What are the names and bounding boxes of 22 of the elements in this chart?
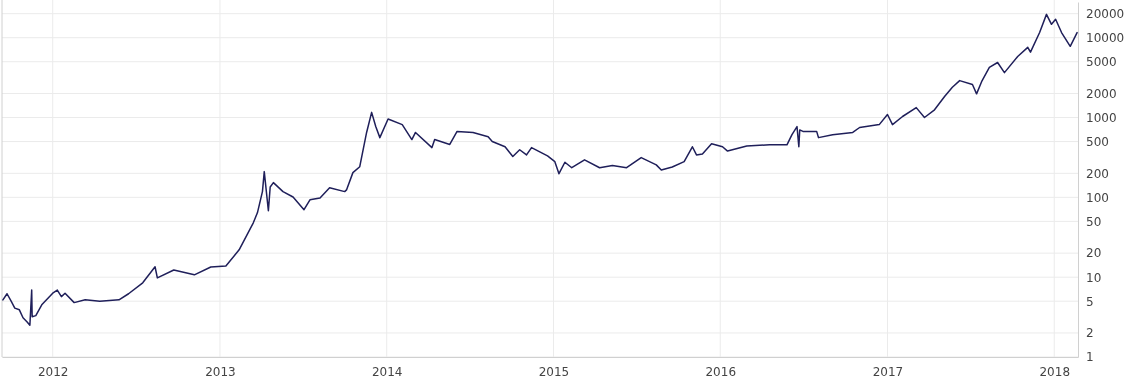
x-tick-label: 2012: [37, 364, 69, 379]
line-series: [2, 13, 1078, 326]
y-tick-label: 5000: [1086, 55, 1117, 70]
y-tick-label: 500: [1086, 134, 1109, 149]
x-tick-label: 2013: [205, 364, 236, 379]
y-tick-label: 1: [1086, 350, 1094, 365]
y-tick-label: 200: [1086, 166, 1109, 181]
y-tick-label: 50: [1086, 214, 1102, 229]
x-tick-label: 2014: [371, 364, 403, 379]
y-tick-label: 10000: [1086, 31, 1125, 46]
y-tick-label: 100: [1086, 190, 1109, 205]
y-tick-label: 10: [1086, 270, 1102, 285]
y-tick-label: 20000: [1086, 7, 1125, 21]
y-tick-label: 20: [1086, 246, 1102, 261]
y-tick-label: 5: [1086, 294, 1094, 309]
x-tick-label: 2016: [705, 364, 737, 379]
x-tick-label: 2018: [1039, 364, 1071, 379]
y-tick-label: 2: [1086, 326, 1094, 341]
x-tick-label: 2017: [872, 364, 904, 379]
y-tick-label: 1000: [1086, 110, 1117, 125]
x-tick-label: 2015: [538, 364, 570, 379]
y-tick-label: 2000: [1086, 86, 1117, 101]
